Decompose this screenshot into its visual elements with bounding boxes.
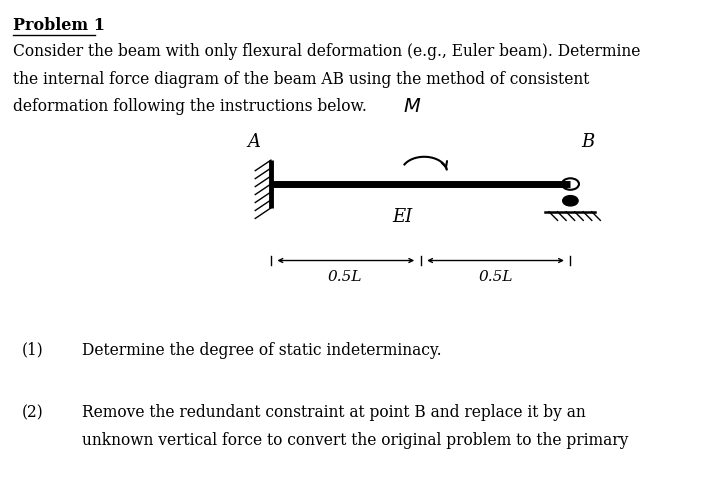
- Text: Determine the degree of static indeterminacy.: Determine the degree of static indetermi…: [82, 342, 441, 359]
- Text: unknown vertical force to convert the original problem to the primary: unknown vertical force to convert the or…: [82, 432, 628, 449]
- Text: the internal force diagram of the beam AB using the method of consistent: the internal force diagram of the beam A…: [13, 71, 589, 88]
- Text: Consider the beam with only flexural deformation (e.g., Euler beam). Determine: Consider the beam with only flexural def…: [13, 43, 640, 60]
- Circle shape: [563, 196, 578, 206]
- Text: 0.5L: 0.5L: [478, 270, 513, 284]
- Text: deformation following the instructions below.: deformation following the instructions b…: [13, 98, 366, 116]
- Text: (1): (1): [21, 342, 43, 359]
- Text: Remove the redundant constraint at point B and replace it by an: Remove the redundant constraint at point…: [82, 404, 586, 421]
- Text: Problem 1: Problem 1: [13, 17, 105, 34]
- Text: A: A: [247, 132, 260, 151]
- Text: EI: EI: [393, 208, 413, 227]
- Text: B: B: [581, 132, 595, 151]
- Text: 0.5L: 0.5L: [328, 270, 362, 284]
- Text: (2): (2): [21, 404, 43, 421]
- Text: $\mathit{M}$: $\mathit{M}$: [403, 98, 421, 116]
